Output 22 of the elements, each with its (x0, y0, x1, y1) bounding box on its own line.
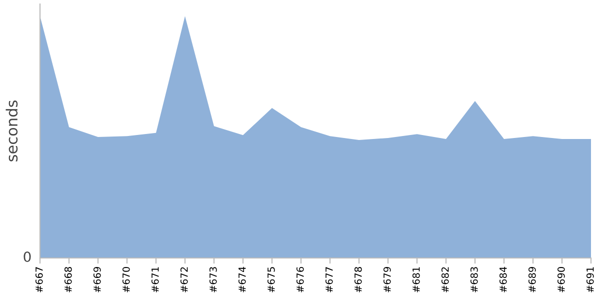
x-tick-label: #678 (354, 267, 362, 292)
x-tick-label: #679 (383, 267, 391, 292)
x-tick-label: #676 (296, 266, 304, 292)
x-tick-label: #675 (267, 267, 275, 292)
x-tick-label: #691 (586, 267, 594, 292)
x-tick-label: #681 (412, 267, 420, 292)
x-tick-label: #677 (325, 267, 333, 292)
x-tick-label: #672 (180, 267, 188, 292)
x-tick-label: #683 (470, 267, 478, 292)
x-tick-label: #670 (122, 266, 130, 292)
x-tick-label: #671 (151, 267, 159, 292)
x-tick-label: #667 (35, 267, 43, 292)
text: 0 (24, 252, 31, 262)
x-tick-label: #673 (209, 267, 217, 292)
x-tick-label: #674 (238, 266, 246, 292)
x-tick-label: #682 (441, 267, 449, 292)
x-tick-label: #669 (93, 267, 101, 292)
x-tick-label: #684 (499, 266, 507, 292)
x-tick-label: #689 (528, 267, 536, 292)
y-axis-title: seconds (6, 100, 18, 162)
x-tick-label: #690 (557, 266, 565, 292)
x-tick-label: #668 (64, 267, 72, 292)
